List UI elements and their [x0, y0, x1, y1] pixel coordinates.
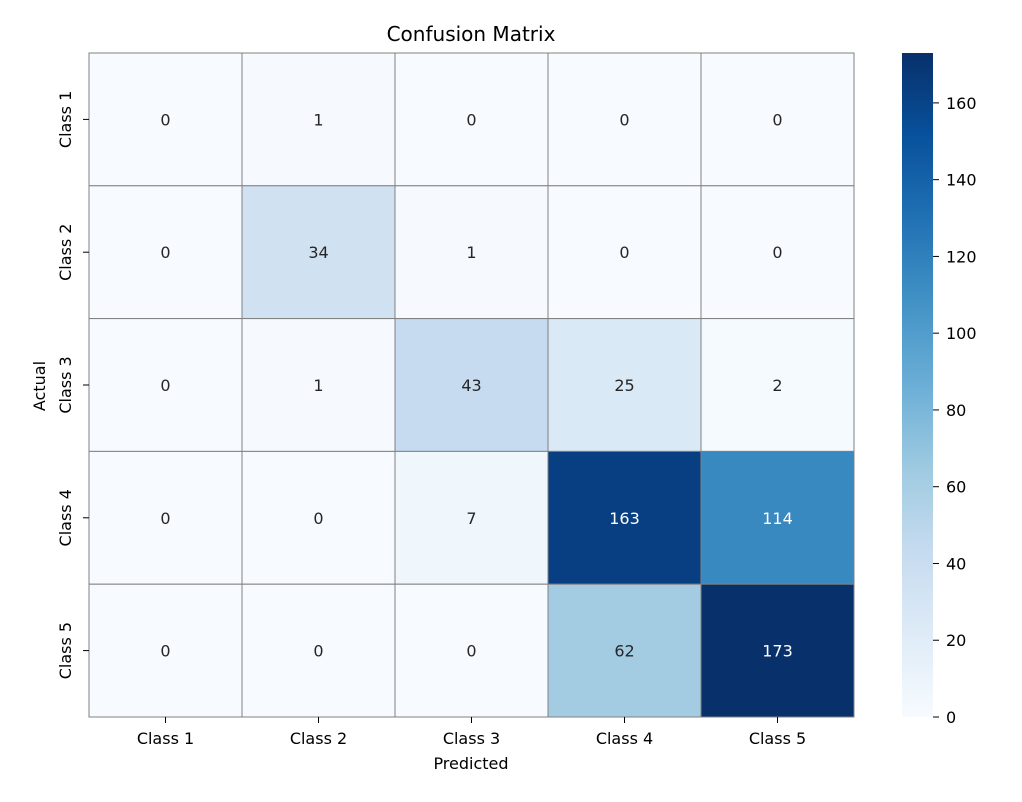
x-tick-label: Class 4 — [596, 729, 653, 748]
cell-value-label: 1 — [466, 243, 476, 262]
x-tick-label: Class 5 — [749, 729, 806, 748]
heatmap-cells — [88, 52, 855, 718]
x-tick-label: Class 1 — [137, 729, 194, 748]
heatmap-cell — [700, 450, 855, 585]
cell-value-label: 25 — [614, 376, 634, 395]
cell-value-label: 0 — [160, 642, 170, 661]
cell-value-label: 0 — [772, 110, 782, 129]
cell-value-label: 43 — [461, 376, 481, 395]
heatmap-cell — [241, 583, 396, 718]
heatmap-cell — [241, 318, 396, 452]
x-axis: Class 1 Class 2 Class 3 Class 4 Class 5 — [137, 717, 806, 748]
heatmap-cell — [547, 52, 702, 187]
heatmap-cell — [394, 583, 549, 718]
cell-value-label: 163 — [609, 509, 640, 528]
colorbar-tick-label: 40 — [946, 554, 966, 573]
heatmap-cell — [394, 52, 549, 187]
y-axis-title: Actual — [30, 361, 49, 411]
cell-value-label: 2 — [772, 376, 782, 395]
cell-value-label: 0 — [466, 110, 476, 129]
colorbar-tick-label: 20 — [946, 631, 966, 650]
heatmap-cell — [88, 185, 243, 320]
colorbar-tick-label: 160 — [946, 94, 977, 113]
heatmap-cell — [700, 583, 855, 718]
y-tick-label: Class 1 — [56, 91, 75, 148]
y-tick-label: Class 4 — [56, 489, 75, 546]
heatmap-cell — [700, 185, 855, 320]
x-axis-title: Predicted — [433, 754, 508, 773]
heatmap-cell — [394, 318, 549, 452]
cell-value-label: 0 — [772, 243, 782, 262]
heatmap-cell — [88, 583, 243, 718]
colorbar-tick-label: 120 — [946, 247, 977, 266]
heatmap-cell — [700, 318, 855, 452]
heatmap-cell — [241, 450, 396, 585]
chart-title: Confusion Matrix — [387, 22, 556, 46]
y-axis: Class 1 Class 2 Class 3 Class 4 Class 5 — [56, 91, 89, 679]
colorbar-tick-label: 100 — [946, 324, 977, 343]
cell-value-label: 0 — [160, 376, 170, 395]
heatmap-cell — [394, 185, 549, 320]
cell-value-label: 114 — [762, 509, 793, 528]
cell-value-label: 0 — [160, 509, 170, 528]
colorbar-tick-label: 140 — [946, 171, 977, 190]
y-tick-label: Class 5 — [56, 622, 75, 679]
cell-value-label: 0 — [160, 243, 170, 262]
heatmap-cell — [394, 450, 549, 585]
cell-value-label: 0 — [160, 110, 170, 129]
colorbar-tick-label: 60 — [946, 478, 966, 497]
cell-value-label: 0 — [619, 243, 629, 262]
cell-value-label: 62 — [614, 642, 634, 661]
cell-value-label: 1 — [313, 110, 323, 129]
y-tick-label: Class 3 — [56, 356, 75, 413]
heatmap-cell — [88, 52, 243, 187]
heatmap-cell-labels: 0 1 0 0 0 0 34 1 0 0 0 1 43 25 2 0 0 7 163 114 0 0 0 62 173 — [160, 110, 792, 660]
y-tick-label: Class 2 — [56, 224, 75, 281]
colorbar — [902, 53, 933, 717]
cell-value-label: 0 — [466, 642, 476, 661]
cell-value-label: 173 — [762, 642, 793, 661]
cell-value-label: 0 — [313, 509, 323, 528]
cell-value-label: 0 — [313, 642, 323, 661]
x-tick-label: Class 3 — [443, 729, 500, 748]
colorbar-tick-label: 80 — [946, 401, 966, 420]
cell-value-label: 7 — [466, 509, 476, 528]
cell-value-label: 0 — [619, 110, 629, 129]
heatmap-cell — [700, 52, 855, 187]
colorbar-tick-label: 0 — [946, 708, 956, 727]
cell-value-label: 1 — [313, 376, 323, 395]
heatmap-cell — [547, 450, 702, 585]
x-tick-label: Class 2 — [290, 729, 347, 748]
heatmap-cell — [241, 52, 396, 187]
colorbar-axis: 0 20 40 60 80 100 120 140 160 — [933, 94, 977, 727]
cell-value-label: 34 — [308, 243, 328, 262]
heatmap-cell — [547, 318, 702, 452]
